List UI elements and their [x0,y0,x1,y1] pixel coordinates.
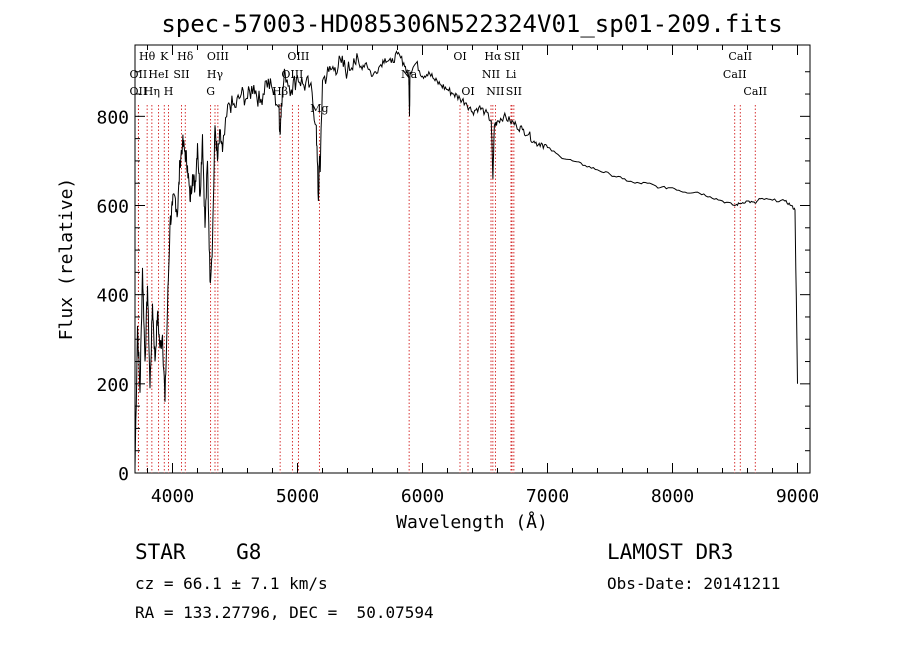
y-axis-label: Flux (relative) [56,178,77,341]
y-axis-ticks: 0 200 400 600 800 [96,71,810,485]
chart-title: spec-57003-HD085306N522324V01_sp01-209.f… [161,10,782,38]
marker-label: OI [453,50,466,63]
x-tick-label: 8000 [651,486,694,507]
marker-label: Mg [310,102,328,115]
marker-label: CaII [728,50,752,63]
y-tick-label: 600 [96,197,129,218]
marker-label: Hθ [139,50,156,63]
y-tick-label: 800 [96,107,129,128]
marker-label: Li [506,68,517,81]
redshift-text: cz = 66.1 ± 7.1 km/s [135,574,328,593]
x-tick-label: 6000 [401,486,444,507]
marker-label: SII [506,85,522,98]
marker-label: SII [504,50,520,63]
marker-label: OII [130,85,148,98]
spectrum-line [134,50,798,469]
x-tick-label: 7000 [526,486,569,507]
line-markers [137,105,756,473]
marker-label: OII [130,68,148,81]
marker-label: Hα [484,50,502,63]
plot-frame [134,44,811,474]
class-label: STAR [135,540,186,564]
coordinates-text: RA = 133.27796, DEC = 50.07594 [135,603,434,622]
obs-date: Obs-Date: 20141211 [607,574,781,593]
marker-label: NII [482,68,500,81]
y-tick-label: 400 [96,286,129,307]
marker-label: Hγ [207,68,224,81]
marker-label: Hη [144,85,160,98]
marker-label: H [164,85,174,98]
spectral-class: STAR G8 [135,540,261,564]
y-tick-label: 0 [118,464,129,485]
marker-label: CaII [743,85,767,98]
subclass-label: G8 [236,540,262,564]
x-axis-ticks: 4000 5000 6000 7000 8000 9000 [147,45,819,507]
marker-label: K [160,50,169,63]
marker-label: Hδ [177,50,194,63]
marker-label: NII [486,85,504,98]
marker-label: Hβ [272,85,288,98]
x-axis-label: Wavelength (Å) [396,511,548,533]
y-tick-label: 200 [96,375,129,396]
marker-label: CaII [723,68,747,81]
marker-label: G [206,85,215,98]
marker-label: OI [461,85,474,98]
x-tick-label: 9000 [776,486,819,507]
survey-label: LAMOST DR3 [607,540,734,564]
marker-label: OIII [207,50,229,63]
marker-label: HeI [148,68,168,81]
marker-label: Na [401,68,418,81]
x-tick-label: 5000 [276,486,319,507]
x-tick-label: 4000 [151,486,194,507]
marker-label: OIII [287,50,309,63]
marker-label: SII [173,68,189,81]
